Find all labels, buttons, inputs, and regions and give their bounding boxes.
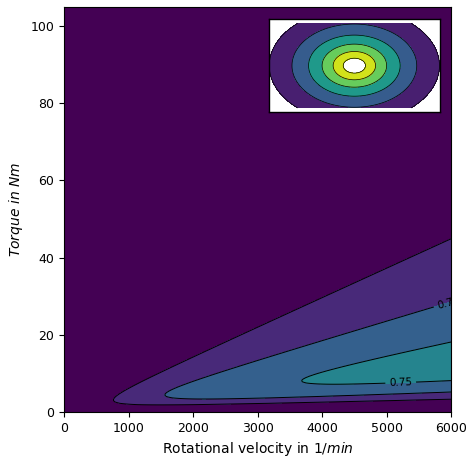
Text: 0.75: 0.75 xyxy=(389,377,412,388)
Text: $\eta_\mathrm{Ges}$ / $-$: $\eta_\mathrm{Ges}$ / $-$ xyxy=(368,53,416,70)
Text: 0.7: 0.7 xyxy=(436,297,455,311)
Y-axis label: Torque in $Nm$: Torque in $Nm$ xyxy=(7,162,25,257)
X-axis label: Rotational velocity in $1/min$: Rotational velocity in $1/min$ xyxy=(162,440,354,458)
